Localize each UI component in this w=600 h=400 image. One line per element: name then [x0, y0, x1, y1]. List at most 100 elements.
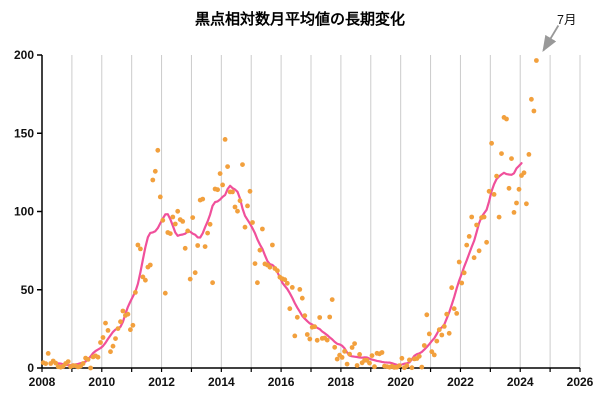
scatter-point — [113, 336, 118, 341]
scatter-point — [312, 324, 318, 330]
scatter-point — [235, 208, 240, 214]
scatter-point — [426, 331, 432, 337]
scatter-point — [215, 187, 221, 193]
scatter-point — [344, 361, 350, 367]
scatter-point — [140, 274, 146, 280]
scatter-point — [499, 151, 504, 157]
scatter-point — [43, 361, 49, 366]
scatter-point — [459, 280, 465, 286]
scatter-point — [509, 156, 514, 162]
scatter-point — [133, 290, 138, 295]
scatter-point — [127, 327, 133, 333]
scatter-point — [471, 255, 477, 261]
scatter-point — [299, 295, 305, 301]
scatter-point — [205, 230, 211, 236]
x-tick-label: 2016 — [268, 375, 295, 389]
y-tick-label: 200 — [14, 48, 34, 62]
scatter-point — [85, 357, 91, 362]
scatter-point — [242, 224, 248, 230]
scatter-point — [491, 192, 497, 197]
scatter-point — [409, 365, 415, 371]
scatter-point — [444, 311, 450, 317]
scatter-point — [484, 239, 489, 245]
scatter-point — [506, 185, 512, 191]
scatter-point — [329, 297, 335, 302]
scatter-point — [339, 355, 345, 360]
scatter-point — [461, 270, 467, 276]
scatter-point — [534, 58, 539, 63]
scatter-point — [476, 248, 482, 254]
scatter-point — [157, 194, 163, 200]
scatter-point — [232, 204, 238, 210]
y-tick-label: 100 — [14, 205, 34, 219]
scatter-point — [162, 290, 168, 296]
scatter-point — [464, 242, 470, 248]
scatter-point — [138, 246, 143, 252]
scatter-point — [282, 277, 288, 283]
scatter-point — [494, 173, 499, 179]
scatter-point — [451, 306, 457, 312]
scatter-point — [250, 220, 255, 225]
scatter-point — [115, 326, 121, 331]
scatter-point — [185, 228, 191, 234]
y-tick-label: 50 — [21, 283, 35, 297]
scatter-point — [347, 351, 352, 357]
scatter-point — [195, 243, 201, 248]
annotation-july-label: 7月 — [557, 13, 577, 27]
scatter-point — [531, 108, 537, 114]
scatter-point — [449, 285, 455, 291]
scatter-point — [407, 357, 412, 363]
scatter-point — [474, 222, 479, 228]
scatter-point — [143, 277, 148, 283]
scatter-point — [170, 214, 176, 220]
scatter-point — [441, 324, 447, 329]
scatter-point — [88, 365, 93, 371]
scatter-point — [516, 186, 522, 192]
scatter-point — [399, 355, 405, 361]
scatter-point — [302, 313, 308, 319]
scatter-point — [180, 219, 186, 224]
scatter-point — [108, 349, 113, 355]
scatter-point — [292, 333, 298, 339]
scatter-point — [369, 353, 375, 358]
scatter-point — [125, 311, 131, 317]
scatter-point — [147, 262, 153, 268]
scatter-point — [152, 168, 158, 174]
scatter-point — [424, 312, 430, 318]
x-tick-label: 2020 — [387, 375, 414, 389]
scatter-point — [135, 242, 141, 248]
scatter-point — [245, 203, 250, 209]
scatter-point — [192, 270, 198, 276]
scatter-point — [190, 215, 196, 221]
x-tick-label: 2018 — [328, 375, 355, 389]
scatter-point — [514, 200, 519, 206]
scatter-point — [120, 308, 126, 314]
scatter-point — [207, 221, 213, 227]
scatter-point — [287, 306, 293, 312]
scatter-point — [222, 137, 228, 142]
scatter-point — [307, 336, 313, 342]
x-tick-label: 2014 — [208, 375, 235, 389]
scatter-point — [182, 245, 188, 251]
scatter-point — [95, 354, 101, 360]
scatter-point — [284, 280, 290, 286]
scatter-point — [421, 343, 427, 348]
scatter-point — [260, 226, 265, 232]
x-tick-label: 2024 — [507, 375, 534, 389]
scatter-point — [103, 320, 108, 326]
scatter-point — [225, 164, 231, 170]
x-tick-label: 2012 — [148, 375, 175, 389]
scatter-point — [446, 330, 452, 336]
x-tick-label: 2010 — [88, 375, 115, 389]
scatter-point — [105, 328, 111, 333]
scatter-point — [489, 140, 494, 146]
scatter-point — [354, 363, 360, 368]
scatter-point — [110, 343, 116, 349]
scatter-point — [367, 360, 372, 366]
y-tick-label: 0 — [27, 361, 34, 375]
scatter-point — [252, 261, 258, 266]
scatter-point — [289, 285, 295, 290]
scatter-point — [397, 363, 402, 369]
